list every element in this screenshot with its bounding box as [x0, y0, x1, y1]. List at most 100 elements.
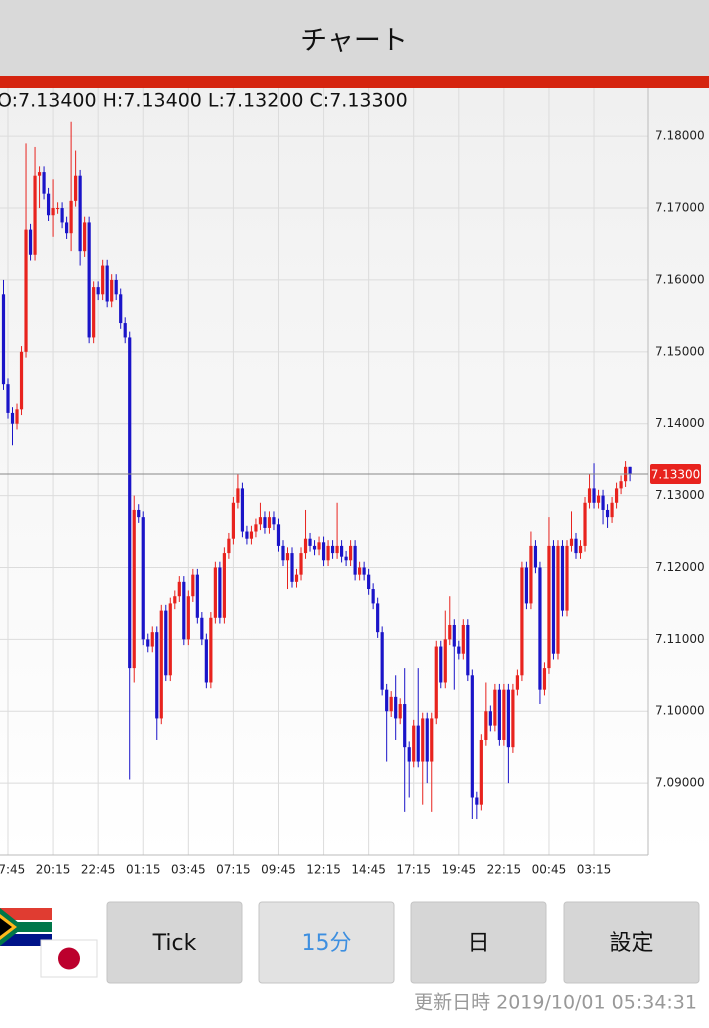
candle-body: [578, 545, 583, 554]
x-tick-label: 17:15: [396, 863, 431, 877]
candle-body: [303, 538, 308, 554]
candle-body: [33, 175, 37, 255]
candle-body: [231, 502, 235, 539]
candle-body: [37, 172, 42, 176]
candle-body: [430, 718, 434, 762]
x-tick-label: 09:45: [261, 863, 296, 877]
candle-body: [128, 337, 132, 669]
candle-body: [78, 175, 82, 252]
candle-body: [488, 711, 492, 726]
candle-body: [258, 517, 263, 525]
candle-body: [159, 610, 163, 719]
candle-body: [168, 603, 172, 676]
last-price-box: [650, 464, 701, 485]
candle-body: [596, 495, 601, 503]
x-tick-label: 22:45: [81, 863, 116, 877]
x-tick-label: 17:45: [0, 863, 25, 877]
tab-button-label[interactable]: 15分: [302, 931, 352, 956]
x-tick-label: 19:45: [442, 863, 477, 877]
candle-body: [267, 517, 272, 528]
candle-body: [200, 617, 204, 640]
candle-body: [105, 265, 109, 302]
candle-body: [448, 624, 452, 640]
y-tick-label: 7.13000: [655, 488, 705, 502]
y-tick-label: 7.10000: [655, 704, 705, 718]
candles: [1, 121, 632, 820]
candle-body: [276, 524, 281, 546]
tab-button[interactable]: [563, 901, 700, 984]
candle-body: [141, 517, 145, 640]
candle-body: [412, 725, 416, 762]
candle-body: [353, 545, 357, 575]
update-time: 更新日時 2019/10/01 05:34:31: [414, 992, 697, 1014]
candle-body: [110, 279, 114, 302]
candle-body: [146, 639, 150, 647]
candle-body: [610, 502, 614, 518]
tab-button-label[interactable]: Tick: [152, 931, 197, 956]
candle-body: [556, 545, 560, 654]
candle-body: [506, 689, 510, 748]
candle-body: [218, 567, 222, 618]
candle-body: [407, 747, 411, 762]
candle-body: [281, 545, 285, 561]
tab-button[interactable]: [410, 901, 547, 984]
candle-body: [137, 509, 141, 518]
candle-body: [42, 172, 46, 194]
tab-button[interactable]: [106, 901, 243, 984]
candle-body: [339, 545, 344, 557]
y-tick-label: 7.18000: [655, 129, 705, 143]
x-tick-label: 00:45: [532, 863, 567, 877]
candle-body: [299, 553, 303, 575]
candle-body: [294, 574, 299, 582]
candle-body: [497, 689, 501, 740]
candle-body: [74, 175, 78, 201]
candle-body: [443, 639, 447, 683]
candle-body: [65, 222, 69, 234]
candle-body: [335, 545, 339, 554]
candle-body: [24, 229, 28, 352]
candle-body: [236, 488, 240, 503]
candle-body: [285, 553, 290, 561]
candle-body: [92, 287, 96, 338]
candle-body: [155, 632, 159, 719]
candle-body: [96, 287, 100, 295]
candle-body: [6, 384, 10, 413]
candle-body: [466, 624, 470, 676]
ohlc-text: O:7.13400 H:7.13400 L:7.13200 C:7.13300: [0, 90, 408, 112]
header-bar: [0, 0, 709, 76]
candle-body: [565, 545, 569, 611]
candle-body: [367, 574, 371, 590]
candle-body: [209, 617, 213, 683]
x-tick-label: 03:45: [171, 863, 206, 877]
tab-button-label[interactable]: 設定: [609, 931, 653, 956]
candle-body: [249, 531, 254, 539]
candle-body: [69, 200, 73, 234]
candle-body: [385, 689, 389, 712]
tab-button-label[interactable]: 日: [467, 931, 489, 956]
candle-body: [349, 545, 353, 561]
candle-body: [619, 481, 623, 489]
candle-body: [538, 567, 542, 690]
candle-body: [371, 589, 375, 604]
candle-body: [601, 495, 605, 510]
candle-body: [245, 531, 249, 539]
x-tick-label: 01:15: [126, 863, 161, 877]
candle-body: [60, 208, 64, 223]
candle-body: [479, 739, 483, 805]
candle-body: [362, 567, 366, 575]
candle-body: [605, 509, 610, 518]
candle-body: [213, 567, 217, 618]
candle-body: [182, 581, 186, 640]
tab-button[interactable]: [258, 901, 395, 984]
y-tick-label: 7.11000: [655, 632, 705, 646]
candle-body: [529, 545, 533, 604]
candle-body: [398, 704, 402, 719]
candle-body: [177, 581, 181, 597]
candle-body: [101, 265, 105, 295]
candle-body: [123, 323, 127, 338]
candle-body: [502, 689, 506, 740]
candle-body: [321, 542, 326, 561]
candle-body: [484, 711, 488, 740]
